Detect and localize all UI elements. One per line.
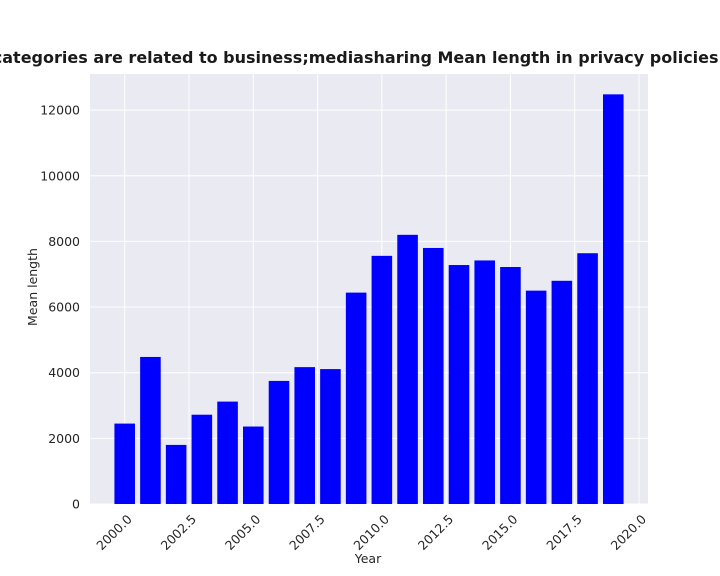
x-tick-label: 2005.0 <box>222 511 264 553</box>
bar <box>397 234 418 504</box>
bar <box>603 94 624 505</box>
bar <box>165 444 187 504</box>
x-tick-label: 2017.5 <box>543 512 585 554</box>
bar <box>114 423 135 504</box>
chart-title: when categories are related to business;… <box>0 48 720 67</box>
bar <box>294 367 315 504</box>
y-tick-label: 0 <box>72 497 80 512</box>
x-axis-ticks: 2000.0 2002.5 2005.0 2007.5 2010.0 2012.5 2015… <box>93 511 649 553</box>
y-axis-label: Mean length <box>25 248 40 326</box>
bar <box>448 265 470 504</box>
bars <box>114 94 624 505</box>
x-tick-label: 2010.0 <box>350 511 392 553</box>
y-axis-ticks: 0 2000 4000 6000 8000 10000 12000 <box>40 103 80 512</box>
x-tick-label: 2012.5 <box>415 512 457 554</box>
bar <box>345 292 367 504</box>
x-tick-label: 2002.5 <box>158 512 200 554</box>
bar <box>191 414 213 504</box>
y-tick-label: 10000 <box>40 168 80 183</box>
bar <box>551 280 573 504</box>
bar <box>243 426 264 504</box>
y-tick-label: 4000 <box>48 365 80 380</box>
x-tick-label: 2007.5 <box>286 512 328 554</box>
bar <box>320 369 341 504</box>
x-axis-label: Year <box>354 551 382 566</box>
y-tick-label: 8000 <box>48 234 80 249</box>
x-tick-label: 2000.0 <box>93 511 135 553</box>
y-tick-label: 6000 <box>48 300 80 315</box>
bar <box>371 255 393 504</box>
bar <box>217 401 238 504</box>
bar <box>474 260 495 504</box>
bar <box>577 253 598 504</box>
bar <box>268 380 290 504</box>
y-tick-label: 12000 <box>40 103 80 118</box>
bar <box>525 290 547 504</box>
y-tick-label: 2000 <box>48 431 80 446</box>
x-tick-label: 2020.0 <box>608 511 650 553</box>
bar <box>500 267 521 504</box>
x-tick-label: 2015.0 <box>479 511 521 553</box>
bar <box>140 356 161 504</box>
bar <box>423 247 444 504</box>
